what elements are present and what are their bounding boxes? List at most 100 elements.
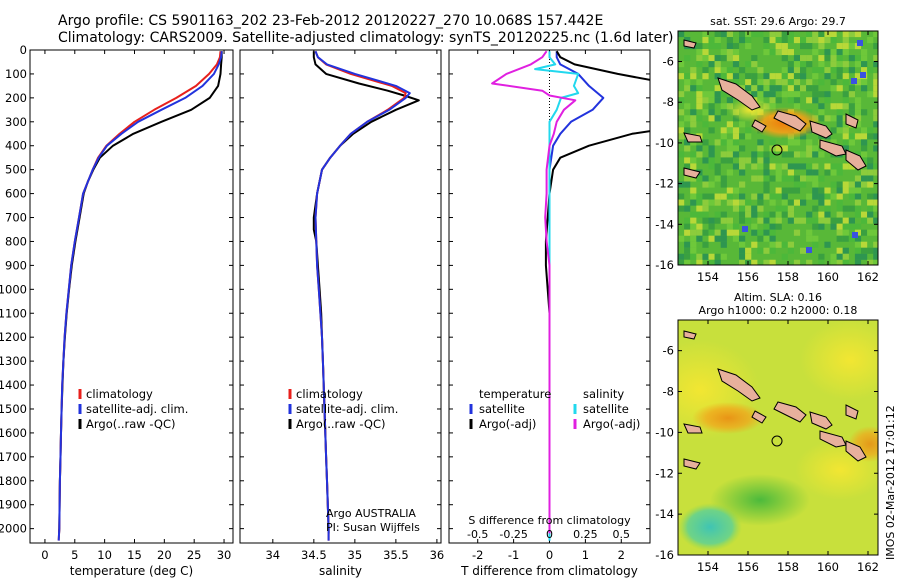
map-y-tick-label: -10 bbox=[655, 136, 674, 150]
sst-pixel bbox=[873, 31, 878, 38]
sst-pixel bbox=[732, 49, 740, 56]
sst-pixel bbox=[696, 151, 703, 158]
sst-pixel bbox=[873, 193, 878, 200]
sst-pixel bbox=[793, 259, 801, 265]
sst-pixel bbox=[800, 181, 807, 188]
sst-pixel bbox=[787, 49, 794, 56]
sst-pixel bbox=[806, 139, 813, 146]
sst-pixel bbox=[824, 163, 831, 170]
sst-pixel bbox=[781, 145, 788, 152]
sla-map-title-1: Altim. SLA: 0.16 bbox=[734, 291, 822, 304]
sst-pixel bbox=[800, 151, 807, 158]
sst-pixel bbox=[830, 169, 837, 176]
sst-pixel bbox=[818, 79, 825, 86]
sst-pixel bbox=[842, 91, 849, 98]
sst-pixel bbox=[781, 79, 788, 86]
sst-pixel bbox=[836, 49, 843, 56]
sst-pixel bbox=[848, 85, 855, 92]
sst-pixel bbox=[806, 55, 813, 62]
sst-pixel bbox=[696, 199, 703, 206]
sst-pixel bbox=[769, 241, 776, 248]
sst-pixel bbox=[696, 103, 703, 110]
map-x-tick-label: 158 bbox=[777, 560, 799, 574]
sst-pixel bbox=[854, 253, 862, 260]
depth-tick-label: 700 bbox=[5, 211, 27, 225]
sst-pixel bbox=[867, 193, 874, 200]
sst-pixel bbox=[873, 259, 878, 265]
sst-pixel bbox=[818, 55, 825, 62]
sst-pixel bbox=[824, 211, 831, 218]
sst-pixel bbox=[763, 151, 770, 158]
sst-pixel bbox=[708, 157, 715, 164]
sst-pixel bbox=[830, 217, 837, 224]
sst-pixel bbox=[787, 187, 794, 194]
sst-pixel bbox=[775, 79, 782, 86]
sst-pixel bbox=[739, 253, 746, 260]
sst-pixel bbox=[720, 55, 727, 62]
sst-pixel bbox=[854, 79, 862, 86]
sst-pixel bbox=[769, 91, 776, 98]
sst-pixel bbox=[818, 115, 825, 122]
sst-pixel bbox=[720, 67, 727, 74]
sst-pixel bbox=[812, 223, 819, 230]
depth-tick-label: 1700 bbox=[0, 450, 27, 464]
sst-pixel bbox=[763, 91, 770, 98]
sst-pixel bbox=[854, 115, 862, 122]
sst-pixel bbox=[781, 205, 788, 212]
sst-pixel bbox=[867, 229, 874, 236]
x-tick-label: 20 bbox=[157, 548, 172, 562]
x-tick-label: 0 bbox=[546, 548, 553, 562]
sst-pixel bbox=[726, 193, 733, 200]
depth-tick-label: 1100 bbox=[0, 306, 27, 320]
sst-pixel bbox=[769, 175, 776, 182]
sst-pixel bbox=[781, 253, 788, 260]
sst-pixel bbox=[848, 109, 855, 116]
sst-pixel bbox=[873, 199, 878, 206]
sst-pixel bbox=[861, 217, 868, 224]
sst-pixel bbox=[684, 181, 691, 188]
sst-pixel bbox=[867, 163, 874, 170]
sla-orange-patch bbox=[692, 402, 764, 434]
sst-pixel bbox=[775, 175, 782, 182]
sst-pixel bbox=[800, 217, 807, 224]
sst-pixel bbox=[696, 115, 703, 122]
sst-pixel bbox=[714, 61, 721, 68]
sst-pixel bbox=[732, 187, 740, 194]
sst-pixel bbox=[836, 199, 843, 206]
sst-pixel bbox=[812, 205, 819, 212]
sst-pixel bbox=[726, 157, 733, 164]
sst-pixel bbox=[848, 235, 855, 242]
sst-pixel bbox=[867, 181, 874, 188]
sst-pixel bbox=[787, 31, 794, 38]
sst-pixel bbox=[842, 205, 849, 212]
sst-pixel bbox=[854, 193, 862, 200]
sst-pixel bbox=[745, 211, 752, 218]
sst-pixel bbox=[775, 211, 782, 218]
sst-pixel bbox=[873, 145, 878, 152]
sst-pixel bbox=[787, 247, 794, 254]
sst-pixel bbox=[678, 259, 685, 265]
sst-pixel bbox=[763, 229, 770, 236]
sst-pixel bbox=[787, 217, 794, 224]
sst-pixel bbox=[745, 157, 752, 164]
sst-pixel bbox=[806, 229, 813, 236]
argo-float-marker-sla bbox=[771, 435, 783, 447]
sst-pixel bbox=[787, 73, 794, 80]
series-group bbox=[312, 50, 420, 541]
sst-pixel bbox=[861, 61, 868, 68]
sst-pixel bbox=[775, 43, 782, 50]
series-line-satellite-adj-clim- bbox=[57, 51, 223, 541]
sst-pixel bbox=[720, 235, 727, 242]
sst-pixel bbox=[763, 49, 770, 56]
sst-pixel bbox=[824, 193, 831, 200]
sst-pixel bbox=[769, 211, 776, 218]
sst-pixel bbox=[678, 181, 685, 188]
sst-pixel bbox=[696, 259, 703, 265]
depth-tick-label: 0 bbox=[20, 43, 27, 57]
plot-frame bbox=[239, 49, 442, 544]
sst-pixel bbox=[806, 175, 813, 182]
sst-pixel bbox=[781, 199, 788, 206]
sst-pixel bbox=[812, 67, 819, 74]
sst-pixel bbox=[867, 91, 874, 98]
sst-pixel bbox=[769, 235, 776, 242]
